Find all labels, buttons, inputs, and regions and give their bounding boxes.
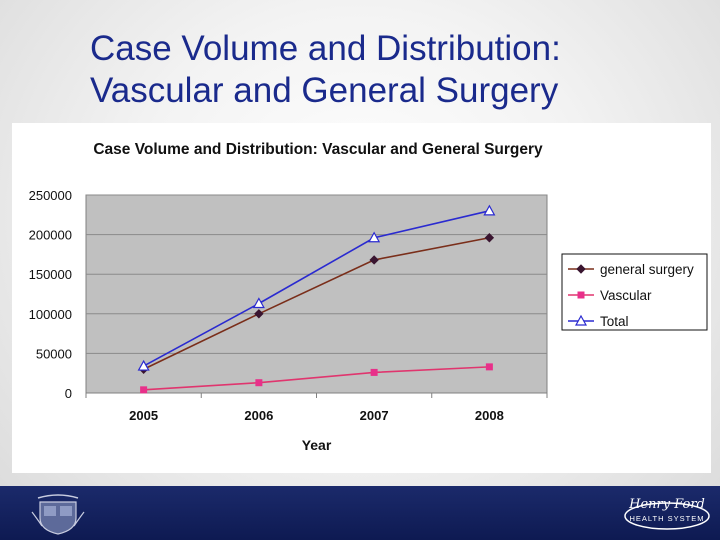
line-chart: Case Volume and Distribution: Vascular a… xyxy=(29,141,708,453)
slide-title-line1: Case Volume and Distribution: xyxy=(90,29,561,68)
svg-text:HEALTH SYSTEM: HEALTH SYSTEM xyxy=(630,514,705,523)
x-tick-label: 2007 xyxy=(360,408,389,423)
x-axis-label: Year xyxy=(302,437,332,453)
legend-label-vascular: Vascular xyxy=(600,288,652,303)
legend-label-general-surgery: general surgery xyxy=(600,262,694,277)
data-point-total xyxy=(483,204,496,216)
data-point-general-surgery xyxy=(254,309,264,319)
y-tick-label: 200000 xyxy=(29,228,72,243)
x-tick-label: 2005 xyxy=(129,408,158,423)
y-tick-label: 100000 xyxy=(29,307,72,322)
series-line-general-surgery xyxy=(143,236,490,370)
data-point-total xyxy=(137,359,150,371)
chart-container: Case Volume and Distribution: Vascular a… xyxy=(12,123,711,473)
slide-title-line2: Vascular and General Surgery xyxy=(90,71,559,110)
footer-band xyxy=(0,486,720,540)
y-tick-label: 250000 xyxy=(29,188,72,203)
legend-marker-vascular xyxy=(577,291,585,299)
y-tick-label: 0 xyxy=(65,386,72,401)
data-point-total xyxy=(252,297,265,309)
y-tick-label: 50000 xyxy=(36,346,72,361)
data-point-total xyxy=(368,231,381,243)
series-line-total xyxy=(143,210,490,367)
data-point-vascular xyxy=(255,379,263,387)
data-point-vascular xyxy=(370,368,378,376)
legend-marker-total xyxy=(574,314,588,326)
crest-logo xyxy=(31,494,85,535)
legend-marker-general-surgery xyxy=(576,264,586,274)
legend-label-total: Total xyxy=(600,314,629,329)
data-point-vascular xyxy=(140,386,148,394)
slide-title: Case Volume and Distribution: Vascular a… xyxy=(90,28,690,112)
data-point-general-surgery xyxy=(484,233,495,243)
chart-title: Case Volume and Distribution: Vascular a… xyxy=(93,141,543,158)
svg-text:Henry Ford: Henry Ford xyxy=(628,497,705,512)
x-tick-label: 2006 xyxy=(244,408,273,423)
x-tick-label: 2008 xyxy=(475,408,504,423)
y-tick-label: 150000 xyxy=(29,267,72,282)
data-point-vascular xyxy=(485,363,493,371)
data-point-general-surgery xyxy=(369,255,379,265)
legend-box xyxy=(561,253,708,331)
henry-ford-logo: Henry Ford HEALTH SYSTEM xyxy=(624,497,710,530)
series-line-vascular xyxy=(143,366,490,391)
